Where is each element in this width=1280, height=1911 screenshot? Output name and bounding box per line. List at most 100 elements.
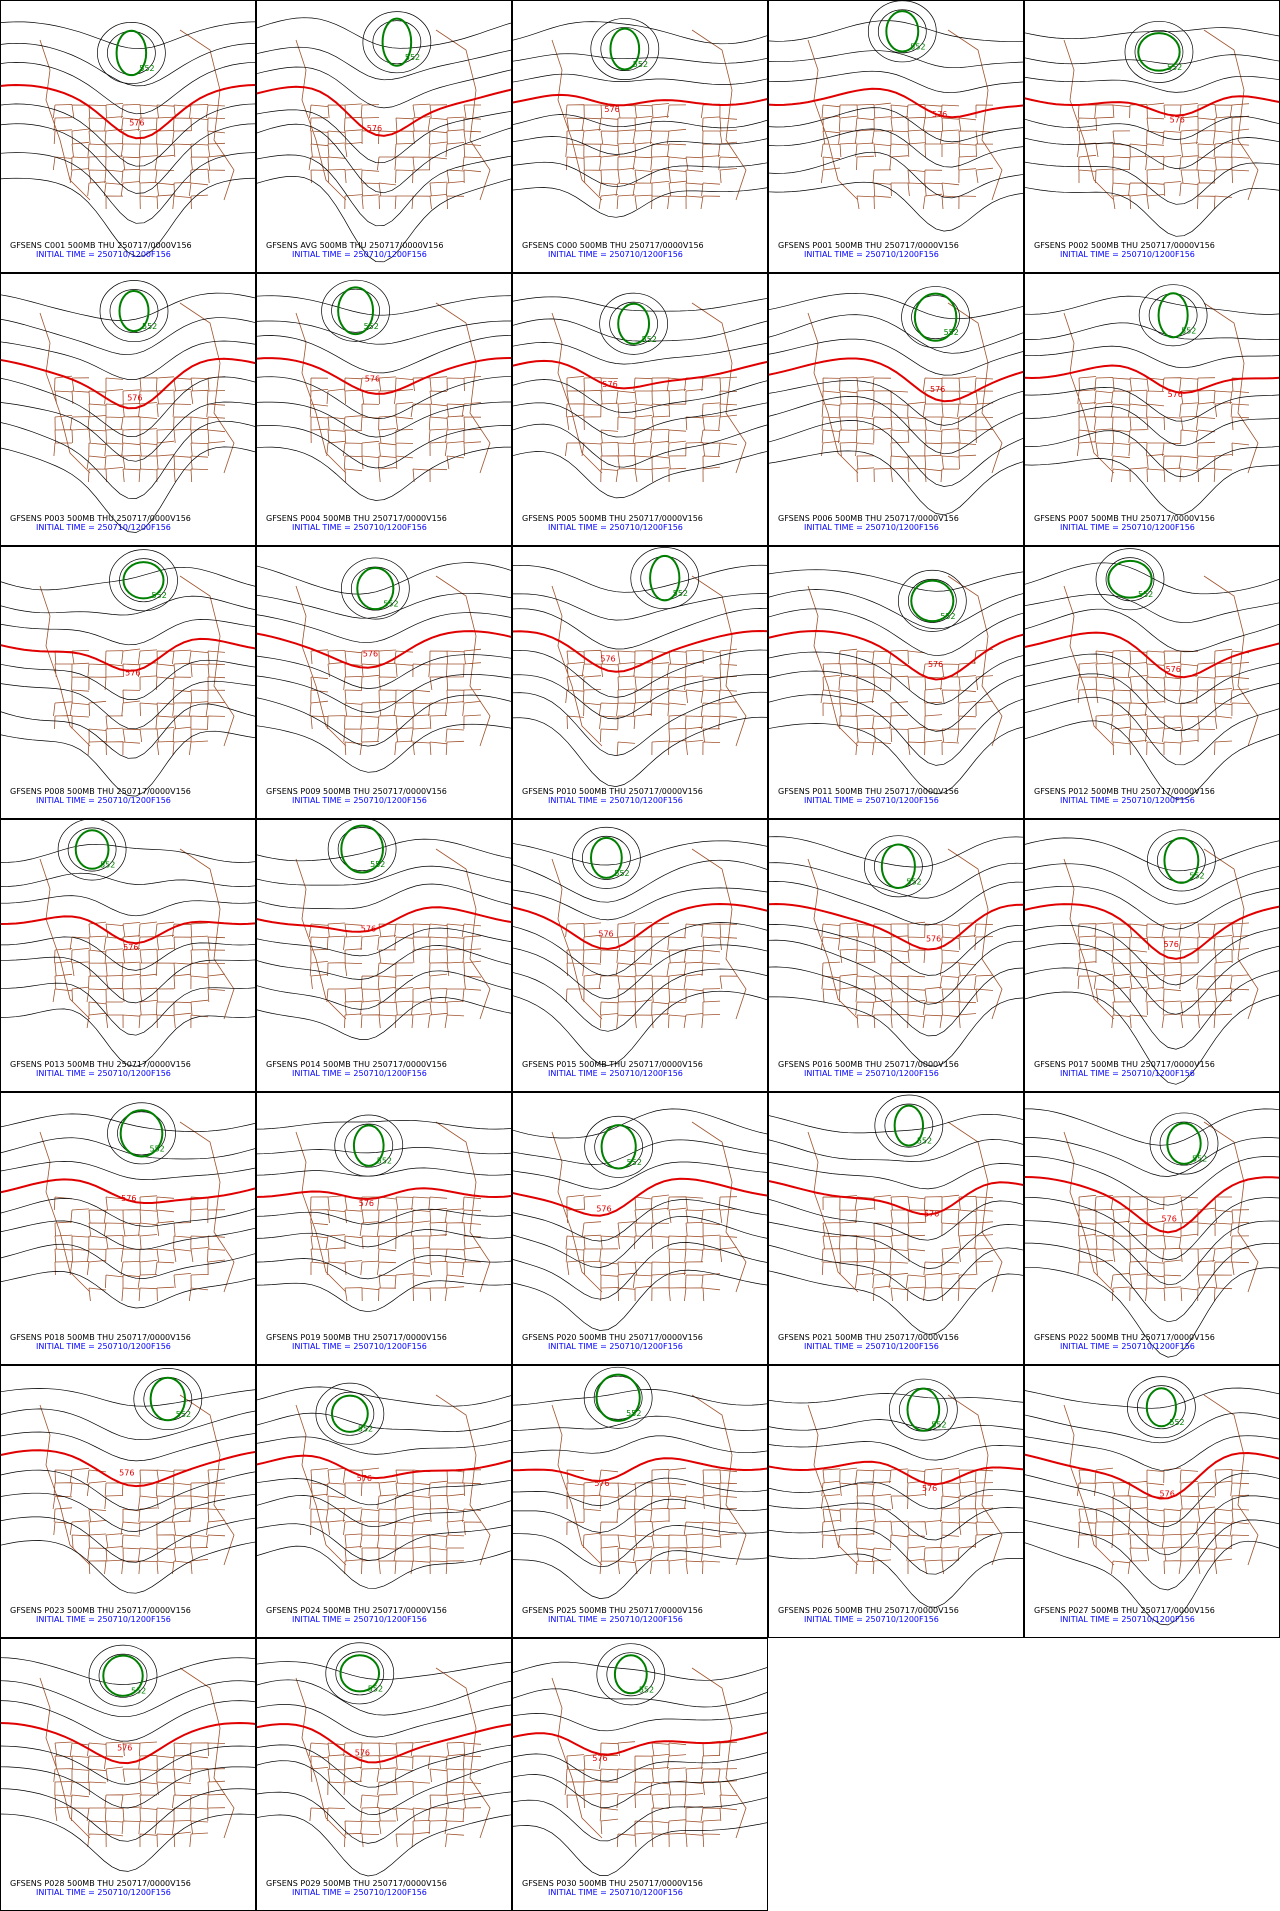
height-contour: [0, 177, 256, 257]
height-contour: [768, 50, 1024, 69]
height-contour: [0, 680, 256, 730]
panel-title: GFSENS P023 500MB THU 250717/0000V156: [10, 1606, 191, 1615]
contour-552: [1157, 292, 1189, 339]
contour-552: [617, 302, 651, 345]
contour-label: 552: [1189, 871, 1204, 880]
height-contour: [256, 1523, 512, 1561]
height-contour: [512, 450, 768, 499]
height-contour: [1024, 387, 1280, 422]
contour-552: [381, 17, 413, 67]
height-contour: [256, 446, 512, 501]
height-contour: [911, 295, 960, 340]
height-contour: [256, 927, 512, 957]
height-contour: [109, 289, 159, 334]
panel-border: [0, 1638, 256, 1911]
panel-title: GFSENS P021 500MB THU 250717/0000V156: [778, 1333, 959, 1342]
contour-label: 552: [626, 1409, 641, 1418]
height-contour: [512, 840, 768, 866]
height-contour: [512, 564, 768, 593]
height-contour: [325, 1391, 375, 1436]
height-contour: [512, 1389, 768, 1406]
contour-label: 576: [1168, 390, 1183, 399]
state-borders: [1063, 575, 1259, 756]
panel-title: GFSENS P017 500MB THU 250717/0000V156: [1034, 1060, 1215, 1069]
height-contour: [768, 670, 1024, 732]
contour-552: [337, 286, 375, 336]
panel-subtitle: INITIAL TIME = 250710/1200F156: [36, 250, 171, 259]
height-contour: [256, 46, 512, 81]
panel-title: GFSENS P029 500MB THU 250717/0000V156: [266, 1879, 447, 1888]
height-contour: [1024, 322, 1280, 341]
panel-border: [512, 273, 768, 546]
contour-552: [115, 29, 148, 77]
panel-title: GFSENS P019 500MB THU 250717/0000V156: [266, 1333, 447, 1342]
height-contour: [0, 1271, 256, 1309]
height-contour: [512, 1435, 768, 1454]
contour-552: [330, 1394, 369, 1433]
map-panel: 552 576 GFSENS P006 500MB THU 250717/0000V…: [768, 273, 1024, 546]
contour-label: 552: [405, 53, 420, 62]
state-borders: [807, 1121, 1003, 1302]
panel-title: GFSENS P030 500MB THU 250717/0000V156: [522, 1879, 703, 1888]
contour-label: 552: [673, 589, 688, 598]
map-panel: 552 576 GFSENS P017 500MB THU 250717/0000V…: [1024, 819, 1280, 1092]
contour-552: [1145, 1387, 1177, 1428]
panel-subtitle: INITIAL TIME = 250710/1200F156: [548, 1069, 683, 1078]
height-contour: [88, 1644, 158, 1707]
height-contour: [1024, 593, 1280, 624]
height-contour: [0, 1408, 256, 1441]
contour-576: [256, 630, 512, 669]
contour-label: 576: [592, 1754, 607, 1763]
height-contour: [768, 314, 1024, 354]
state-borders: [1063, 302, 1259, 483]
contour-label: 576: [600, 655, 615, 664]
height-contour: [337, 827, 387, 872]
contour-label: 552: [917, 1137, 932, 1146]
height-contour: [593, 1375, 643, 1420]
panel-title: GFSENS P006 500MB THU 250717/0000V156: [778, 514, 959, 523]
map-panel: 552 576 GFSENS P019 500MB THU 250717/0000V…: [256, 1092, 512, 1365]
height-contour: [1024, 295, 1280, 315]
height-contour: [512, 73, 768, 85]
height-contour: [1024, 1435, 1280, 1471]
panel-border: [1024, 0, 1280, 273]
height-contour: [512, 1822, 768, 1876]
height-contour: [512, 53, 768, 64]
state-borders: [39, 1394, 235, 1575]
height-contour: [768, 836, 1024, 868]
contour-576: [256, 906, 512, 933]
contour-576: [768, 1179, 1024, 1216]
height-contour: [256, 592, 512, 619]
height-contour: [897, 569, 967, 632]
height-contour: [372, 20, 422, 65]
contour-label: 552: [940, 612, 955, 621]
height-contour: [1024, 115, 1280, 140]
panel-title: GFSENS P024 500MB THU 250717/0000V156: [266, 1606, 447, 1615]
panel-title: GFSENS C000 500MB THU 250717/0000V156: [522, 241, 704, 250]
height-contour: [512, 1242, 768, 1300]
map-panel: 552 576 GFSENS AVG 500MB THU 250717/0000V1…: [256, 0, 512, 273]
height-contour: [256, 838, 512, 862]
height-contour: [1024, 1220, 1280, 1286]
height-contour: [512, 649, 768, 698]
contour-552: [893, 1104, 925, 1147]
height-contour: [1024, 1495, 1280, 1556]
height-contour: [0, 1137, 256, 1160]
height-contour: [1024, 1137, 1280, 1177]
panel-subtitle: INITIAL TIME = 250710/1200F156: [1060, 1615, 1195, 1624]
state-borders: [39, 1667, 235, 1848]
height-contour: [0, 872, 256, 887]
height-contour: [512, 114, 768, 129]
height-contour: [133, 1368, 203, 1430]
height-contour: [0, 1388, 256, 1407]
height-contour: [768, 1481, 1024, 1510]
panel-title: GFSENS P005 500MB THU 250717/0000V156: [522, 514, 703, 523]
height-contour: [1024, 608, 1280, 653]
height-contour: [256, 1760, 512, 1815]
height-contour: [256, 295, 512, 316]
contour-label: 552: [1169, 1418, 1184, 1427]
state-borders: [807, 575, 1003, 756]
height-contour: [768, 1198, 1024, 1241]
contour-label: 576: [604, 105, 619, 114]
